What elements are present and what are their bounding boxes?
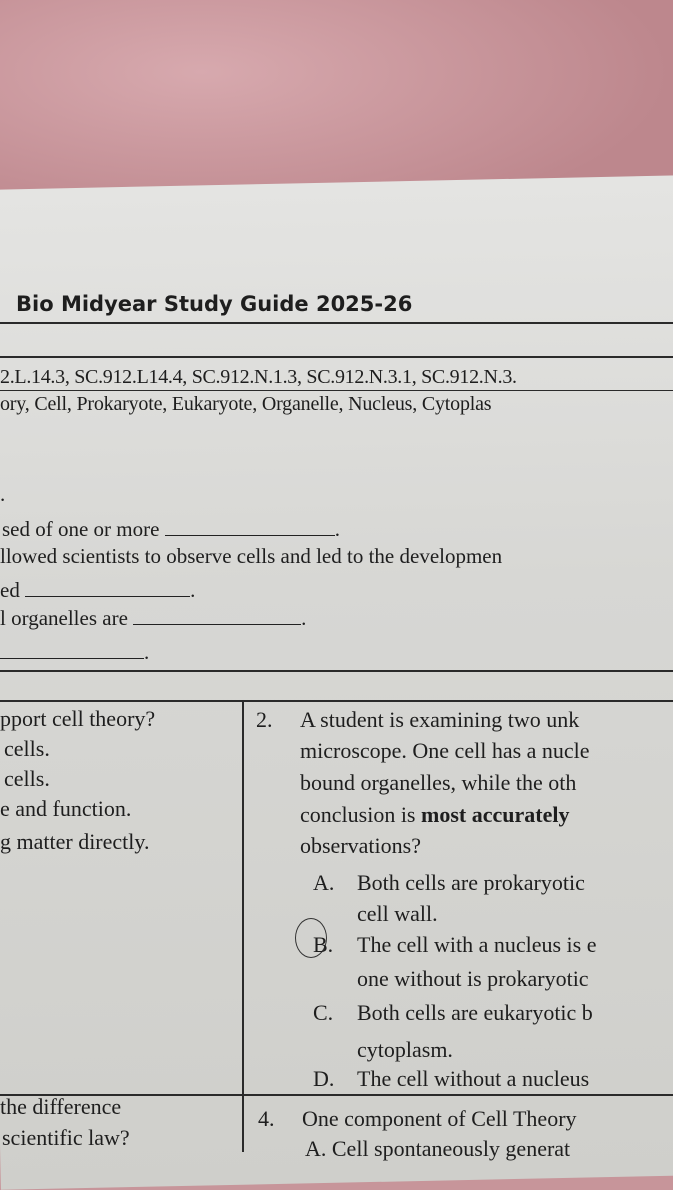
q1-line: cells. bbox=[4, 766, 50, 791]
standards-text: 2.L.14.3, SC.912.L14.4, SC.912.N.1.3, SC… bbox=[0, 366, 517, 388]
fill-in-text: l organelles are bbox=[0, 606, 128, 630]
stem-text: conclusion is bbox=[300, 802, 421, 827]
section-rule bbox=[0, 670, 673, 672]
period: . bbox=[334, 517, 340, 541]
option-b-text: one without is prokaryotic bbox=[357, 966, 589, 991]
option-a-text: Both cells are prokaryotic bbox=[357, 870, 585, 895]
fill-in-text: sed of one or more bbox=[2, 517, 160, 541]
q1-line: g matter directly. bbox=[0, 829, 150, 854]
bullet: . bbox=[0, 482, 6, 506]
paper-sheet bbox=[0, 174, 673, 1190]
period: . bbox=[190, 578, 196, 602]
column-divider bbox=[242, 700, 244, 1152]
question-stem-line: bound organelles, while the oth bbox=[300, 770, 577, 795]
emphasis-text: most accurately bbox=[421, 802, 570, 827]
fill-in-line-4: l organelles are . bbox=[0, 606, 306, 631]
fill-in-line-3: ed . bbox=[0, 578, 195, 603]
answer-blank[interactable] bbox=[164, 519, 335, 536]
option-a-letter[interactable]: A. bbox=[313, 870, 335, 895]
fill-in-line-5: . bbox=[0, 640, 149, 665]
question-stem-line: observations? bbox=[300, 833, 421, 858]
question-stem-line: A student is examining two unk bbox=[300, 707, 580, 732]
q3-line: scientific law? bbox=[2, 1125, 130, 1150]
option-c-letter[interactable]: C. bbox=[313, 1000, 334, 1025]
option-c-text: cytoplasm. bbox=[357, 1037, 453, 1062]
page-title: Bio Midyear Study Guide 2025-26 bbox=[16, 292, 413, 316]
option-b-text: The cell with a nucleus is e bbox=[357, 932, 597, 957]
row-divider bbox=[0, 1094, 673, 1096]
fill-in-line-1: sed of one or more . bbox=[2, 517, 340, 542]
answer-circle-mark bbox=[295, 918, 327, 958]
option-d-letter[interactable]: D. bbox=[313, 1066, 335, 1091]
q3-line: the difference bbox=[0, 1094, 122, 1119]
standards-rule bbox=[0, 390, 673, 391]
vocabulary-text: ory, Cell, Prokaryote, Eukaryote, Organe… bbox=[0, 393, 492, 415]
fill-in-line-2: llowed scientists to observe cells and l… bbox=[0, 544, 503, 568]
answer-blank[interactable] bbox=[0, 642, 144, 659]
question-number: 2. bbox=[256, 707, 273, 732]
question-table-top bbox=[0, 700, 673, 702]
question-stem-line: conclusion is most accurately bbox=[300, 802, 569, 828]
option-d-text: The cell without a nucleus bbox=[357, 1066, 590, 1091]
question-stem-line: One component of Cell Theory bbox=[302, 1106, 577, 1131]
period: . bbox=[301, 606, 307, 630]
option-a-text[interactable]: A. Cell spontaneously generat bbox=[305, 1136, 571, 1161]
q1-line: e and function. bbox=[0, 796, 132, 821]
q1-line: pport cell theory? bbox=[0, 706, 156, 731]
question-number: 4. bbox=[258, 1106, 275, 1131]
question-stem-line: microscope. One cell has a nucle bbox=[300, 738, 590, 763]
title-rule bbox=[0, 322, 673, 324]
option-a-text: cell wall. bbox=[357, 901, 438, 926]
period: . bbox=[144, 640, 150, 664]
option-b-letter[interactable]: B. bbox=[313, 932, 334, 957]
fill-in-text: ed bbox=[0, 578, 20, 602]
answer-blank[interactable] bbox=[25, 580, 191, 597]
option-c-text: Both cells are eukaryotic b bbox=[357, 1000, 593, 1025]
table-top-rule bbox=[0, 356, 673, 358]
q1-line: cells. bbox=[4, 736, 50, 761]
answer-blank[interactable] bbox=[133, 608, 302, 625]
